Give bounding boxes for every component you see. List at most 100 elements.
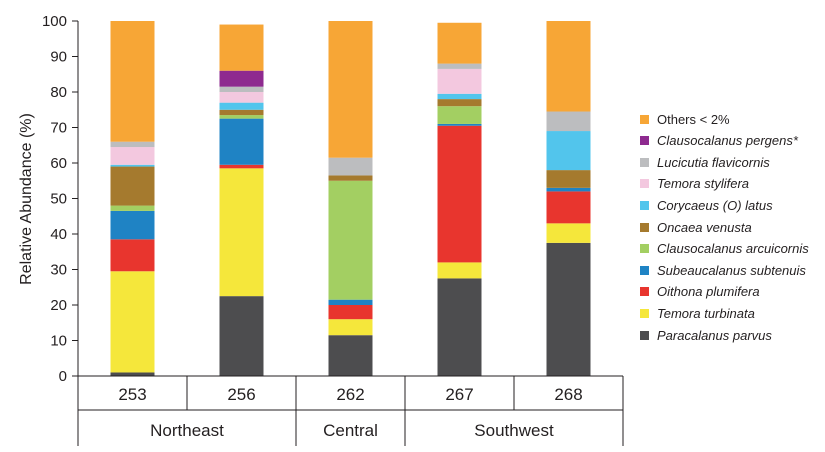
bar-segment-253-8 bbox=[110, 141, 155, 148]
group-label: Northeast bbox=[150, 421, 224, 440]
bars bbox=[110, 21, 591, 377]
legend-item: Clausocalanus arcuicornis bbox=[640, 241, 809, 257]
legend-label: Temora turbinata bbox=[657, 305, 755, 321]
bar-segment-256-3 bbox=[219, 118, 264, 165]
legend-swatch bbox=[640, 265, 649, 275]
legend-label: Subeaucalanus subtenuis bbox=[657, 262, 806, 278]
bar-segment-267-10 bbox=[437, 22, 482, 64]
bar-segment-256-2 bbox=[219, 164, 264, 169]
bar-segment-268-0 bbox=[546, 242, 591, 377]
bar-segment-253-6 bbox=[110, 164, 155, 167]
legend-item: Temora turbinata bbox=[640, 305, 755, 321]
bar-segment-256-7 bbox=[219, 92, 264, 103]
legend-swatch bbox=[640, 244, 649, 254]
legend-label: Clausocalanus pergens* bbox=[657, 133, 798, 149]
x-tick-label: 267 bbox=[445, 385, 473, 404]
legend-item: Others < 2% bbox=[640, 111, 730, 127]
bar-segment-267-1 bbox=[437, 262, 482, 279]
legend-label: Clausocalanus arcuicornis bbox=[657, 241, 809, 257]
bar-segment-262-5 bbox=[328, 175, 373, 181]
y-tick-label: 100 bbox=[42, 13, 67, 30]
legend-label: Corycaeus (O) latus bbox=[657, 197, 773, 213]
legend-item: Oncaea venusta bbox=[640, 219, 752, 235]
bar-segment-256-5 bbox=[219, 109, 264, 116]
bar-segment-262-4 bbox=[328, 180, 373, 300]
bar-segment-267-3 bbox=[437, 123, 482, 126]
bar-segment-268-3 bbox=[546, 187, 591, 192]
legend-swatch bbox=[640, 136, 649, 146]
y-axis: 0 10 20 30 40 50 60 70 80 90 100 bbox=[42, 13, 79, 385]
y-tick-label: 80 bbox=[50, 84, 67, 101]
y-tick-label: 30 bbox=[50, 262, 67, 279]
bar-segment-256-8 bbox=[219, 86, 264, 92]
bar-segment-262-3 bbox=[328, 299, 373, 305]
legend-swatch bbox=[640, 222, 649, 232]
legend-label: Temora stylifera bbox=[657, 176, 749, 192]
bar-segment-256-4 bbox=[219, 115, 264, 119]
bar-segment-262-10 bbox=[328, 21, 373, 158]
group-label: Southwest bbox=[474, 421, 554, 440]
x-tick-label: 262 bbox=[336, 385, 364, 404]
bar-segment-256-0 bbox=[219, 296, 264, 377]
legend-swatch bbox=[640, 200, 649, 210]
legend-label: Lucicutia flavicornis bbox=[657, 154, 770, 170]
bar-segment-253-2 bbox=[110, 239, 155, 272]
bar-segment-256-1 bbox=[219, 168, 264, 297]
y-axis-title: Relative Abundance (%) bbox=[18, 113, 35, 285]
y-tick-label: 50 bbox=[50, 191, 67, 208]
legend-swatch bbox=[640, 114, 649, 124]
y-tick-label: 70 bbox=[50, 120, 67, 137]
legend-item: Subeaucalanus subtenuis bbox=[640, 262, 806, 278]
legend-label: Oithona plumifera bbox=[657, 284, 760, 300]
y-tick-label: 40 bbox=[50, 226, 67, 243]
bar-segment-256-6 bbox=[219, 102, 264, 110]
bar-segment-267-2 bbox=[437, 125, 482, 263]
group-label: Central bbox=[323, 421, 378, 440]
bar-segment-262-1 bbox=[328, 319, 373, 336]
bar-segment-262-0 bbox=[328, 335, 373, 376]
bar-segment-262-8 bbox=[328, 157, 373, 176]
bar-segment-253-10 bbox=[110, 21, 155, 142]
bar-segment-256-9 bbox=[219, 70, 264, 87]
legend-swatch bbox=[640, 157, 649, 167]
bar-segment-268-1 bbox=[546, 223, 591, 243]
x-axis: 253 256 262 267 268 Northeast Central Southwest bbox=[77, 375, 624, 446]
legend-item: Lucicutia flavicornis bbox=[640, 154, 770, 170]
legend-item: Clausocalanus pergens* bbox=[640, 133, 798, 149]
legend-swatch bbox=[640, 179, 649, 189]
legend-swatch bbox=[640, 330, 649, 340]
bar-segment-253-0 bbox=[110, 372, 155, 376]
bar-segment-262-2 bbox=[328, 305, 373, 320]
bar-segment-268-10 bbox=[546, 21, 591, 112]
bar-segment-253-7 bbox=[110, 147, 155, 165]
bar-segment-267-4 bbox=[437, 106, 482, 124]
bar-segment-253-5 bbox=[110, 166, 155, 206]
x-tick-label: 256 bbox=[227, 385, 255, 404]
bar-segment-267-8 bbox=[437, 63, 482, 69]
bar-segment-268-5 bbox=[546, 170, 591, 188]
bar-segment-256-10 bbox=[219, 24, 264, 71]
legend-item: Temora stylifera bbox=[640, 176, 749, 192]
y-tick-label: 0 bbox=[59, 368, 67, 385]
bar-segment-267-7 bbox=[437, 68, 482, 94]
legend-label: Others < 2% bbox=[657, 111, 730, 127]
x-tick-label: 268 bbox=[554, 385, 582, 404]
legend-swatch bbox=[640, 308, 649, 318]
x-tick-label: 253 bbox=[118, 385, 146, 404]
legend-swatch bbox=[640, 287, 649, 297]
bar-segment-267-5 bbox=[437, 99, 482, 107]
bar-segment-267-6 bbox=[437, 93, 482, 100]
y-tick-label: 90 bbox=[50, 49, 67, 66]
y-tick-label: 60 bbox=[50, 155, 67, 172]
legend-item: Paracalanus parvus bbox=[640, 327, 772, 343]
legend-item: Corycaeus (O) latus bbox=[640, 197, 773, 213]
bar-segment-253-4 bbox=[110, 205, 155, 211]
bar-segment-267-0 bbox=[437, 278, 482, 377]
legend-label: Oncaea venusta bbox=[657, 219, 752, 235]
bar-segment-253-3 bbox=[110, 210, 155, 240]
bar-segment-268-8 bbox=[546, 111, 591, 132]
bar-segment-268-2 bbox=[546, 191, 591, 224]
bar-segment-253-1 bbox=[110, 271, 155, 373]
y-tick-label: 10 bbox=[50, 333, 67, 350]
